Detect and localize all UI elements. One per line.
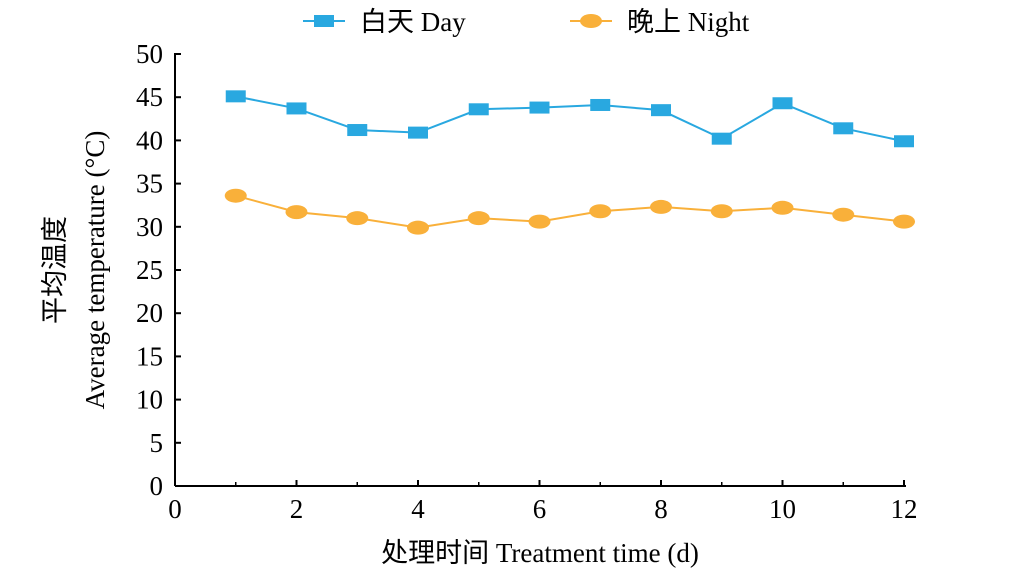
data-point-square xyxy=(408,126,428,139)
x-tick-label: 6 xyxy=(533,494,547,524)
x-tick-label: 8 xyxy=(654,494,668,524)
legend-label: 晚上 Night xyxy=(627,7,750,37)
data-point-circle xyxy=(346,211,369,226)
data-point-square xyxy=(590,98,611,111)
data-point-square xyxy=(833,122,854,135)
series-group xyxy=(224,90,915,235)
data-point-square xyxy=(894,135,914,148)
x-tick-label: 12 xyxy=(891,494,918,524)
y-tick-label: 30 xyxy=(136,212,163,242)
y-tick-label: 35 xyxy=(136,169,163,199)
y-tick-label: 50 xyxy=(136,39,163,69)
y-tick-label: 45 xyxy=(136,82,163,112)
legend-circle-marker xyxy=(580,14,602,28)
y-tick-label: 20 xyxy=(136,298,163,328)
y-axis-label-cn: 平均温度 xyxy=(40,216,70,324)
series-day xyxy=(225,90,914,148)
legend-square-marker xyxy=(314,15,334,27)
x-axis-label: 处理时间 Treatment time (d) xyxy=(381,538,699,568)
y-tick-label: 0 xyxy=(150,471,164,501)
data-point-circle xyxy=(467,211,490,226)
data-point-square xyxy=(772,97,793,110)
data-point-circle xyxy=(710,204,733,219)
data-point-circle xyxy=(285,205,308,220)
x-tick-label: 4 xyxy=(411,494,425,524)
y-tick-label: 25 xyxy=(136,255,163,285)
x-tick-label: 0 xyxy=(168,494,182,524)
data-point-circle xyxy=(650,199,672,214)
y-axis-label: Average temperature (°C) xyxy=(80,131,110,410)
legend-label: 白天 Day xyxy=(360,7,466,37)
data-point-square xyxy=(286,102,307,115)
series-line xyxy=(235,194,905,229)
axes: 0 5 10 15 20 25 30 35 40 45 50 0 2 4 6 8 10 12 xyxy=(136,39,918,524)
data-point-square xyxy=(347,124,368,137)
data-point-square xyxy=(225,90,246,103)
data-point-circle xyxy=(771,200,794,215)
data-point-circle xyxy=(893,214,915,229)
legend: 白天 Day 晚上 Night xyxy=(303,7,750,37)
data-point-circle xyxy=(589,204,612,219)
data-point-circle xyxy=(224,188,247,203)
series-line xyxy=(235,95,905,143)
x-tick-label: 10 xyxy=(769,494,796,524)
data-point-square xyxy=(468,103,489,116)
y-tick-label: 40 xyxy=(136,125,163,155)
y-tick-label: 10 xyxy=(136,385,163,415)
data-point-square xyxy=(651,104,671,117)
y-tick-label: 5 xyxy=(150,428,164,458)
data-point-square xyxy=(529,101,550,114)
y-tick-label: 15 xyxy=(136,341,163,371)
data-point-circle xyxy=(528,214,551,229)
data-point-square xyxy=(711,132,732,145)
data-point-circle xyxy=(407,220,429,235)
data-point-circle xyxy=(832,207,855,222)
series-night xyxy=(224,188,915,235)
x-tick-label: 2 xyxy=(290,494,304,524)
